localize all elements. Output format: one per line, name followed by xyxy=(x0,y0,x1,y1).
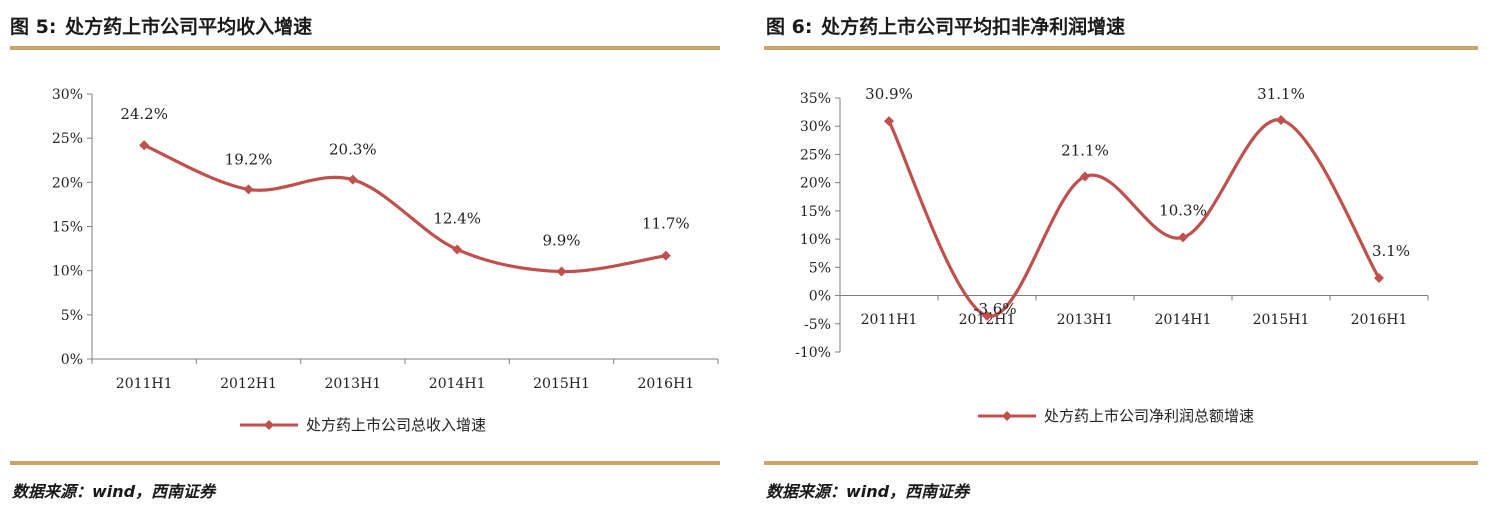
y-tick-label: 30% xyxy=(800,119,831,135)
footer-rule xyxy=(10,461,720,465)
series-line xyxy=(143,143,667,274)
data-point xyxy=(1080,171,1090,182)
figure-title: 图 6: 处方药上市公司平均扣非净利润增速 xyxy=(766,12,1125,39)
data-point xyxy=(982,310,992,321)
figure-title-text: 处方药上市公司平均扣非净利润增速 xyxy=(821,16,1126,38)
series-line xyxy=(887,118,1381,318)
data-point xyxy=(347,174,358,185)
y-tick-label: 5% xyxy=(61,308,83,324)
title-rule xyxy=(10,46,720,50)
y-tick-label: 10% xyxy=(52,264,83,280)
y-tick-label: 10% xyxy=(800,232,831,248)
x-tick-label: 2013H1 xyxy=(324,376,381,392)
x-tick-label: 2015H1 xyxy=(533,376,590,392)
x-tick-label: 2011H1 xyxy=(116,376,173,392)
data-label: 3.1% xyxy=(1372,242,1410,260)
footer-rule xyxy=(764,461,1478,465)
data-point xyxy=(1178,232,1188,243)
y-tick-label: 30% xyxy=(52,87,83,103)
chart-revenue-growth: 0% 5% 10% 15% 20% 25% 30% 2011H1 2012H1 2013H1 201… xyxy=(52,87,719,434)
data-point xyxy=(884,116,894,127)
x-tick-label: 2016H1 xyxy=(637,376,694,392)
data-point xyxy=(660,250,671,261)
x-tick-label: 2014H1 xyxy=(1155,312,1212,328)
data-label: 21.1% xyxy=(1061,141,1109,159)
y-tick-label: 20% xyxy=(800,176,831,192)
legend-label: 处方药上市公司净利润总额增速 xyxy=(1044,407,1254,425)
figure-panel-left: 图 5: 处方药上市公司平均收入增速 0% 5% 10% 15% 20% 25% 30% 20… xyxy=(0,0,730,509)
source-note: 数据来源：wind，西南证券 xyxy=(12,482,216,501)
figure-title-text: 处方药上市公司平均收入增速 xyxy=(65,16,313,38)
y-tick-label: 15% xyxy=(52,220,83,236)
x-tick-label: 2015H1 xyxy=(1253,312,1310,328)
data-label: 31.1% xyxy=(1257,85,1305,103)
chart-profit-growth: -10%-5%0%5%10%15%20%25%30%35%2011H12012H… xyxy=(795,85,1429,425)
data-label: -3.6% xyxy=(973,300,1016,318)
data-label: 12.4% xyxy=(433,209,481,227)
figure-number: 图 5: xyxy=(10,16,57,38)
data-label: 20.3% xyxy=(329,141,377,159)
figure-number: 图 6: xyxy=(766,16,813,38)
data-label: 19.2% xyxy=(225,150,273,168)
data-label: 9.9% xyxy=(542,232,580,250)
legend-marker xyxy=(1002,411,1012,421)
y-tick-label: -10% xyxy=(795,345,831,361)
x-tick-label: 2016H1 xyxy=(1351,312,1408,328)
y-tick-label: 35% xyxy=(800,91,831,107)
y-tick-label: -5% xyxy=(804,317,831,333)
figure-title: 图 5: 处方药上市公司平均收入增速 xyxy=(10,12,312,39)
figure-panel-right: 图 6: 处方药上市公司平均扣非净利润增速 -10% -5% 0% 5% 10% 15% 2… xyxy=(760,0,1487,509)
y-tick-label: 25% xyxy=(52,131,83,147)
data-point xyxy=(243,184,254,195)
data-label: 11.7% xyxy=(642,215,690,233)
x-tick-label: 2012H1 xyxy=(220,376,277,392)
data-point xyxy=(139,140,150,151)
source-note: 数据来源：wind，西南证券 xyxy=(766,482,970,501)
data-point xyxy=(556,266,567,277)
data-point xyxy=(452,244,463,255)
data-label: 10.3% xyxy=(1159,201,1207,219)
data-point xyxy=(1276,115,1286,126)
x-tick-label: 2013H1 xyxy=(1057,312,1114,328)
x-tick-label: 2011H1 xyxy=(861,312,918,328)
data-label: 30.9% xyxy=(865,85,913,103)
data-point xyxy=(1374,273,1384,284)
data-label: 24.2% xyxy=(120,105,168,123)
y-tick-label: 5% xyxy=(809,260,831,276)
y-tick-label: 15% xyxy=(800,204,831,220)
y-tick-label: 0% xyxy=(61,352,83,368)
legend-marker xyxy=(264,420,274,430)
title-rule xyxy=(764,46,1478,50)
legend-label: 处方药上市公司总收入增速 xyxy=(306,416,486,434)
y-tick-label: 25% xyxy=(800,147,831,163)
x-tick-label: 2014H1 xyxy=(429,376,486,392)
y-tick-label: 0% xyxy=(809,289,831,305)
y-tick-label: 20% xyxy=(52,175,83,191)
